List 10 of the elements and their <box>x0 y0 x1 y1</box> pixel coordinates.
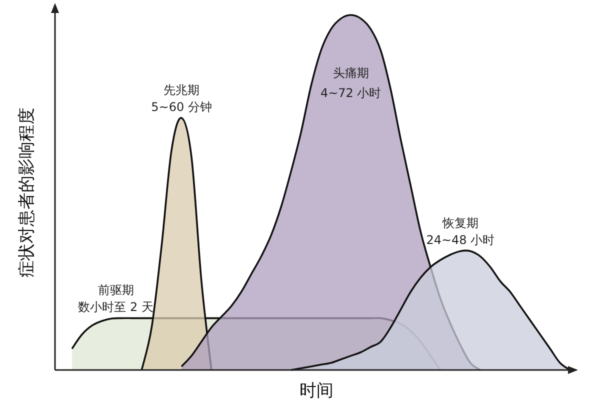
y-axis-title: 症状对患者的影响程度 <box>17 108 37 278</box>
annotation: 4~72 小时 <box>320 86 382 100</box>
series-label: 前驱期 <box>98 283 134 298</box>
text: 先兆期 <box>164 82 200 97</box>
series-label: 头痛期 <box>332 66 369 80</box>
annotation: 5~60 分钟 <box>151 100 212 114</box>
annotation: 数小时至 2 天 <box>78 300 154 314</box>
annotation: 24~48 小时 <box>426 233 495 248</box>
series-label: 恢复期 <box>441 216 478 230</box>
x-axis-title: 时间 <box>300 381 334 401</box>
